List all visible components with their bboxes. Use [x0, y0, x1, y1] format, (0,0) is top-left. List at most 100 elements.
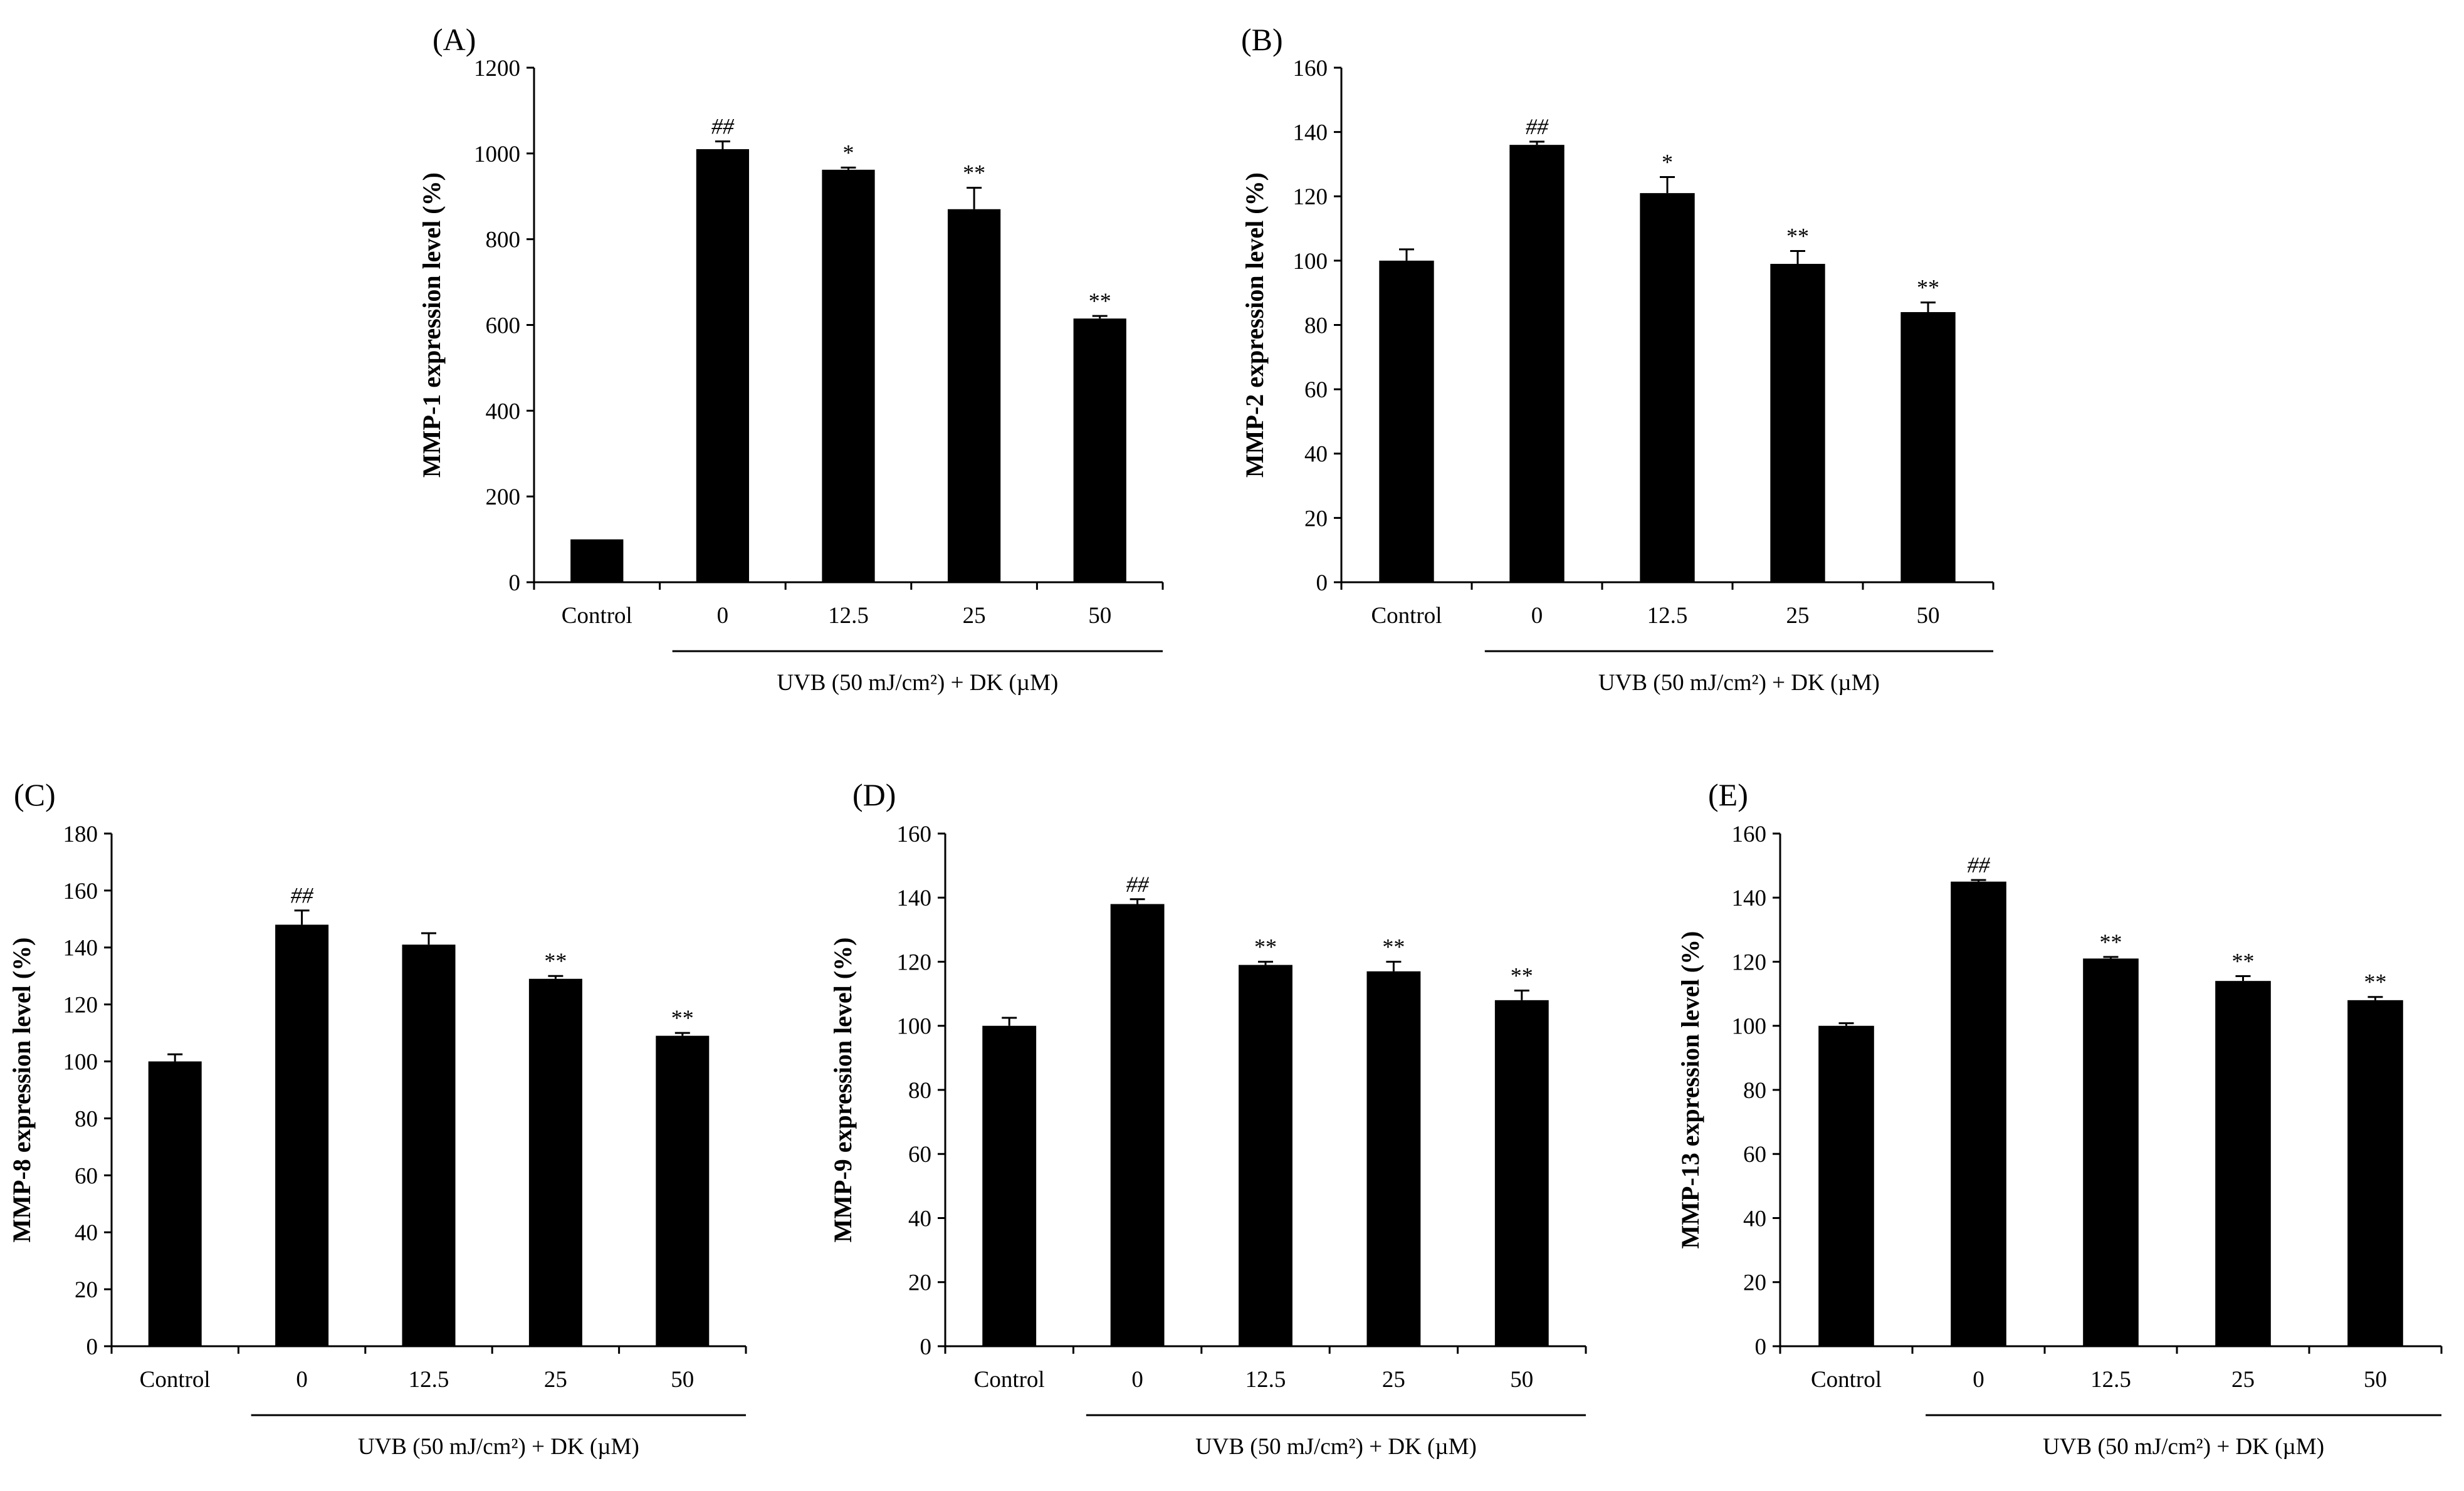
- significance-mark-3: **: [2232, 949, 2255, 974]
- bar-2: [402, 944, 456, 1346]
- bar-4: [656, 1035, 710, 1346]
- y-tick-label: 100: [1293, 249, 1328, 275]
- y-tick-label: 100: [63, 1050, 98, 1075]
- y-tick-label: 40: [75, 1220, 98, 1246]
- significance-mark-1: ##: [1526, 114, 1549, 139]
- x-tick-label-0: Control: [1371, 603, 1442, 629]
- y-tick-label: 20: [75, 1277, 98, 1303]
- bar-3: [2215, 981, 2271, 1346]
- x-axis-label: UVB (50 mJ/cm²) + DK (µM): [2043, 1434, 2324, 1460]
- significance-mark-4: **: [1089, 288, 1111, 313]
- x-tick-label-2: 12.5: [409, 1367, 449, 1393]
- y-tick-label: 180: [63, 822, 98, 847]
- x-tick-label-4: 50: [1088, 603, 1111, 629]
- chart-panel-c: (C) 0 20 40 60 80 100 120 140 160 180 MMP-8 express…: [8, 777, 747, 1460]
- panel-label: (D): [852, 777, 896, 812]
- bar-2: [1640, 193, 1695, 582]
- significance-mark-2: *: [1662, 149, 1673, 174]
- chart-panel-e: (E) 0 20 40 60 80 100 120 140 160 MMP-13 expressio…: [1676, 777, 2443, 1460]
- x-tick-label-1: 0: [1973, 1367, 1984, 1393]
- significance-mark-3: **: [1382, 934, 1405, 960]
- y-tick-label: 200: [486, 484, 521, 510]
- y-tick-label: 120: [897, 950, 932, 975]
- bar-4: [1900, 311, 1956, 582]
- y-tick-label: 120: [1293, 184, 1328, 210]
- panel-label: (E): [1708, 777, 1748, 812]
- y-tick-label: 60: [1304, 377, 1328, 403]
- y-axis-label: MMP-13 expression level (%): [1676, 931, 1704, 1249]
- x-tick-label-0: Control: [140, 1367, 211, 1393]
- y-tick-label: 80: [1743, 1078, 1766, 1104]
- y-axis-label: MMP-1 expression level (%): [417, 172, 446, 478]
- x-tick-label-3: 25: [1786, 603, 1810, 629]
- x-tick-label-4: 50: [671, 1367, 694, 1393]
- significance-mark-4: **: [2364, 970, 2387, 995]
- significance-mark-3: **: [1786, 223, 1809, 248]
- x-tick-label-3: 25: [1382, 1367, 1405, 1393]
- x-tick-label-2: 12.5: [1245, 1367, 1286, 1393]
- y-axis-label: MMP-2 expression level (%): [1240, 172, 1269, 478]
- y-tick-label: 0: [920, 1334, 932, 1360]
- significance-mark-2: *: [843, 140, 854, 165]
- y-tick-label: 40: [1743, 1206, 1766, 1232]
- y-tick-label: 140: [63, 936, 98, 961]
- bar-3: [947, 209, 1001, 582]
- bar-0: [982, 1025, 1037, 1346]
- y-tick-label: 160: [63, 879, 98, 904]
- significance-mark-4: **: [1511, 963, 1533, 988]
- x-tick-label-0: Control: [562, 603, 632, 629]
- significance-mark-3: **: [963, 160, 985, 186]
- y-tick-label: 0: [1755, 1334, 1767, 1360]
- y-tick-label: 160: [897, 822, 932, 847]
- y-tick-label: 120: [63, 993, 98, 1018]
- bar-1: [1110, 904, 1165, 1346]
- x-tick-label-3: 25: [2231, 1367, 2255, 1393]
- y-tick-label: 100: [1732, 1014, 1767, 1040]
- y-tick-label: 80: [1304, 313, 1328, 338]
- bar-4: [1494, 1000, 1549, 1346]
- significance-mark-2: **: [2100, 929, 2122, 955]
- bar-1: [1951, 881, 2006, 1346]
- significance-mark-3: **: [544, 948, 567, 973]
- significance-mark-2: **: [1254, 934, 1277, 960]
- x-tick-label-4: 50: [2364, 1367, 2387, 1393]
- panel-label: (B): [1241, 22, 1283, 57]
- y-tick-label: 140: [897, 886, 932, 911]
- y-axis-label: MMP-8 expression level (%): [8, 938, 36, 1243]
- y-tick-label: 20: [1743, 1270, 1766, 1296]
- y-tick-label: 100: [897, 1014, 932, 1040]
- significance-mark-1: ##: [711, 114, 735, 139]
- significance-mark-1: ##: [1968, 852, 1991, 877]
- y-tick-label: 80: [75, 1106, 98, 1132]
- x-tick-label-4: 50: [1917, 603, 1940, 629]
- y-tick-label: 400: [486, 399, 521, 424]
- bar-3: [1366, 971, 1421, 1346]
- bar-1: [1509, 145, 1565, 582]
- x-tick-label-1: 0: [1531, 603, 1543, 629]
- x-tick-label-3: 25: [544, 1367, 567, 1393]
- chart-panel-b: (B) 0 20 40 60 80 100 120 140 160 MMP-2 expression…: [1240, 22, 1995, 696]
- bar-1: [696, 149, 750, 582]
- y-tick-label: 140: [1293, 120, 1328, 146]
- y-tick-label: 140: [1732, 886, 1767, 911]
- bar-0: [1379, 260, 1434, 582]
- y-tick-label: 160: [1293, 56, 1328, 81]
- x-tick-label-0: Control: [974, 1367, 1045, 1393]
- significance-mark-1: ##: [1126, 872, 1150, 897]
- significance-mark-4: **: [671, 1005, 694, 1030]
- x-tick-label-1: 0: [717, 603, 729, 629]
- x-tick-label-2: 12.5: [2090, 1367, 2131, 1393]
- bar-1: [275, 924, 329, 1346]
- y-tick-label: 0: [1316, 570, 1328, 596]
- chart-panel-d: (D) 0 20 40 60 80 100 120 140 160 MMP-9 expression…: [829, 777, 1587, 1460]
- panel-label: (C): [14, 777, 56, 812]
- y-tick-label: 160: [1732, 822, 1767, 847]
- y-tick-label: 0: [87, 1334, 98, 1360]
- panel-label: (A): [433, 22, 476, 57]
- x-tick-label-3: 25: [963, 603, 986, 629]
- bar-4: [1073, 318, 1126, 582]
- bar-3: [528, 978, 582, 1346]
- x-tick-label-2: 12.5: [1647, 603, 1688, 629]
- y-tick-label: 60: [1743, 1142, 1766, 1168]
